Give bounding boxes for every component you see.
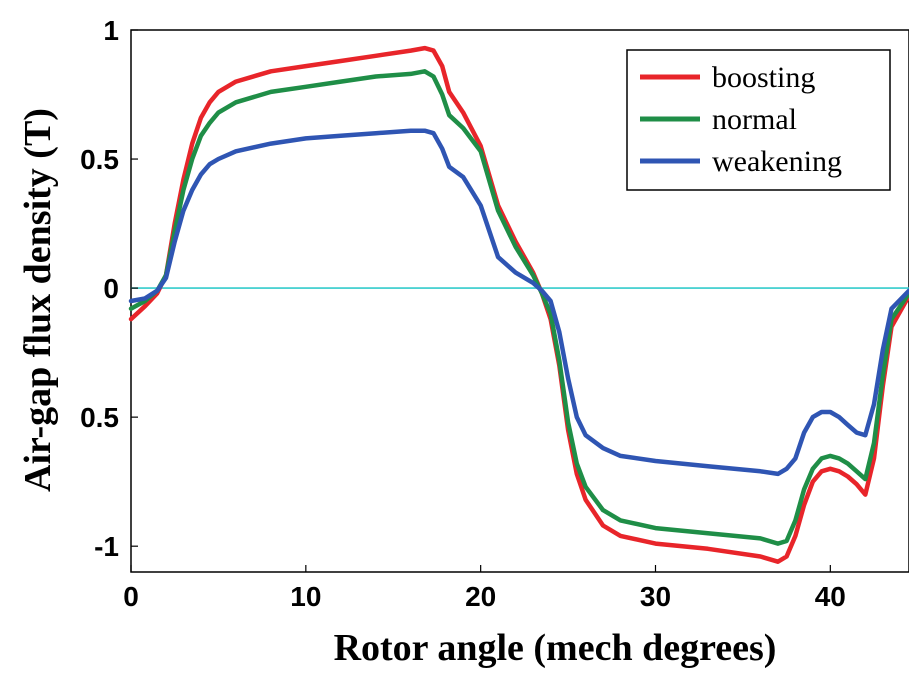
- y-axis-ticks: 1 0.5 0 0.5 -1: [80, 15, 138, 562]
- y-tick-label: 0.5: [80, 402, 119, 433]
- legend-entries: boosting normal weakening: [640, 61, 842, 178]
- x-tick-label: 20: [465, 581, 496, 612]
- x-axis-label: Rotor angle (mech degrees): [334, 627, 777, 669]
- series-layer: [128, 45, 909, 564]
- y-tick-label: 0.5: [80, 144, 119, 175]
- legend: boosting normal weakening: [626, 49, 891, 191]
- series-line-weakening: [128, 128, 909, 477]
- legend-label-boosting: boosting: [712, 61, 815, 94]
- x-tick-label: 0: [123, 581, 139, 612]
- legend-label-normal: normal: [712, 103, 797, 136]
- x-tick-label: 10: [290, 581, 321, 612]
- y-tick-label: 1: [103, 15, 119, 46]
- y-tick-label: 0: [103, 273, 119, 304]
- x-axis-ticks: 0 10 20 30 40: [123, 565, 846, 612]
- x-tick-label: 30: [640, 581, 671, 612]
- y-axis-label: Air-gap flux density (T): [17, 108, 59, 492]
- legend-label-weakening: weakening: [712, 145, 842, 178]
- x-tick-label: 40: [815, 581, 846, 612]
- y-tick-label: -1: [94, 531, 119, 562]
